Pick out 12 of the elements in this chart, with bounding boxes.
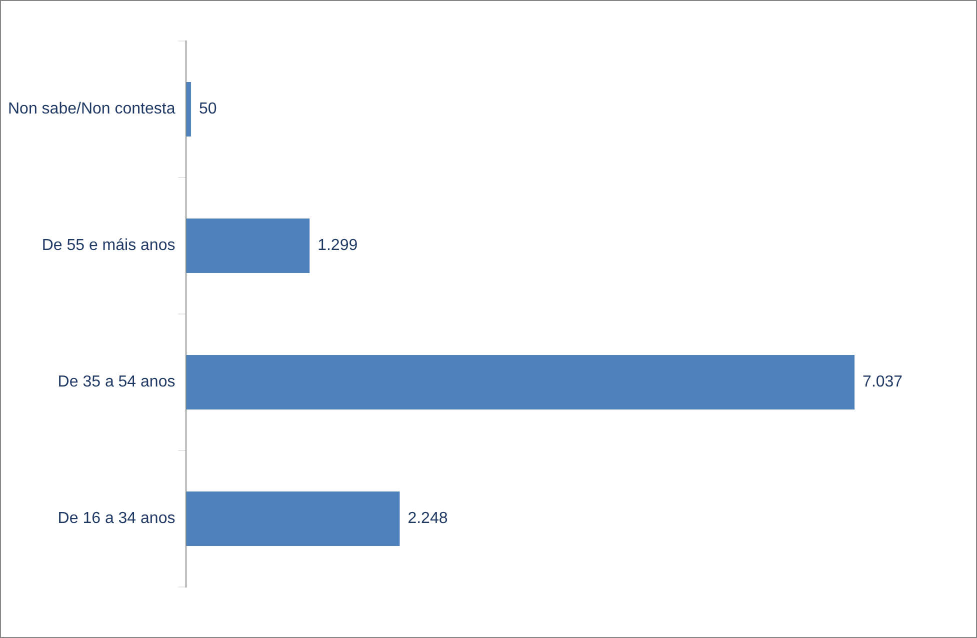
y-tick-label: Non sabe/Non contesta [8, 100, 176, 118]
y-tick-label: De 55 e máis anos [42, 237, 176, 254]
bar [186, 354, 855, 410]
data-label: 7.037 [862, 374, 903, 391]
data-label: 50 [198, 100, 217, 118]
y-tick-label: De 35 a 54 anos [58, 374, 176, 391]
bar [186, 491, 400, 546]
data-label: 1.299 [318, 237, 358, 254]
y-tick-label: De 16 a 34 anos [58, 510, 176, 528]
bar [186, 218, 310, 274]
data-label: 2.248 [408, 510, 448, 528]
bar [186, 82, 191, 137]
